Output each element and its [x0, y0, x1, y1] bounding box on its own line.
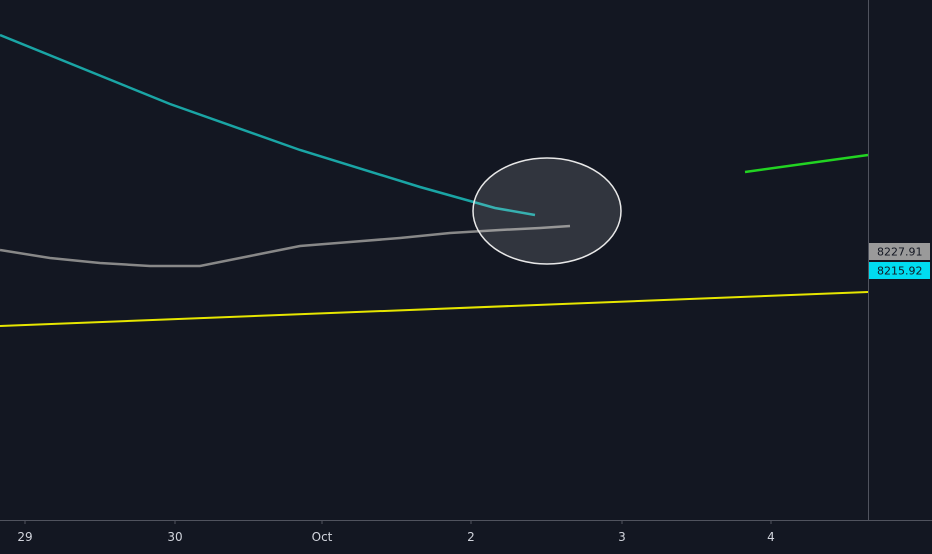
moving-average-label: 8227.91	[869, 243, 930, 260]
indicator-price-label: 8215.92	[869, 262, 930, 279]
green-trendline	[744, 153, 869, 174]
moving-average-label-bg	[869, 243, 930, 260]
indicator-price-label-bg	[869, 262, 930, 279]
yellow-support-trendline	[0, 291, 869, 327]
highlight-ellipse	[472, 157, 622, 265]
time-axis-label: 30	[167, 530, 182, 544]
moving-average-layer	[0, 224, 571, 268]
time-axis-label: 3	[618, 530, 626, 544]
time-axis-label: 2	[467, 530, 475, 544]
indicator-price-label-text: 8215.92	[877, 265, 923, 278]
trendlines-over	[0, 33, 869, 217]
teal-resistance-trendline	[0, 33, 536, 217]
time-axis-label: 4	[767, 530, 775, 544]
time-axis-label: Oct	[312, 530, 333, 544]
moving-average-line	[0, 224, 571, 268]
trendlines-under	[0, 291, 869, 327]
ellipse-annotation-layer	[472, 157, 622, 265]
moving-average-label-text: 8227.91	[877, 246, 923, 259]
time-axis-label: 29	[17, 530, 32, 544]
